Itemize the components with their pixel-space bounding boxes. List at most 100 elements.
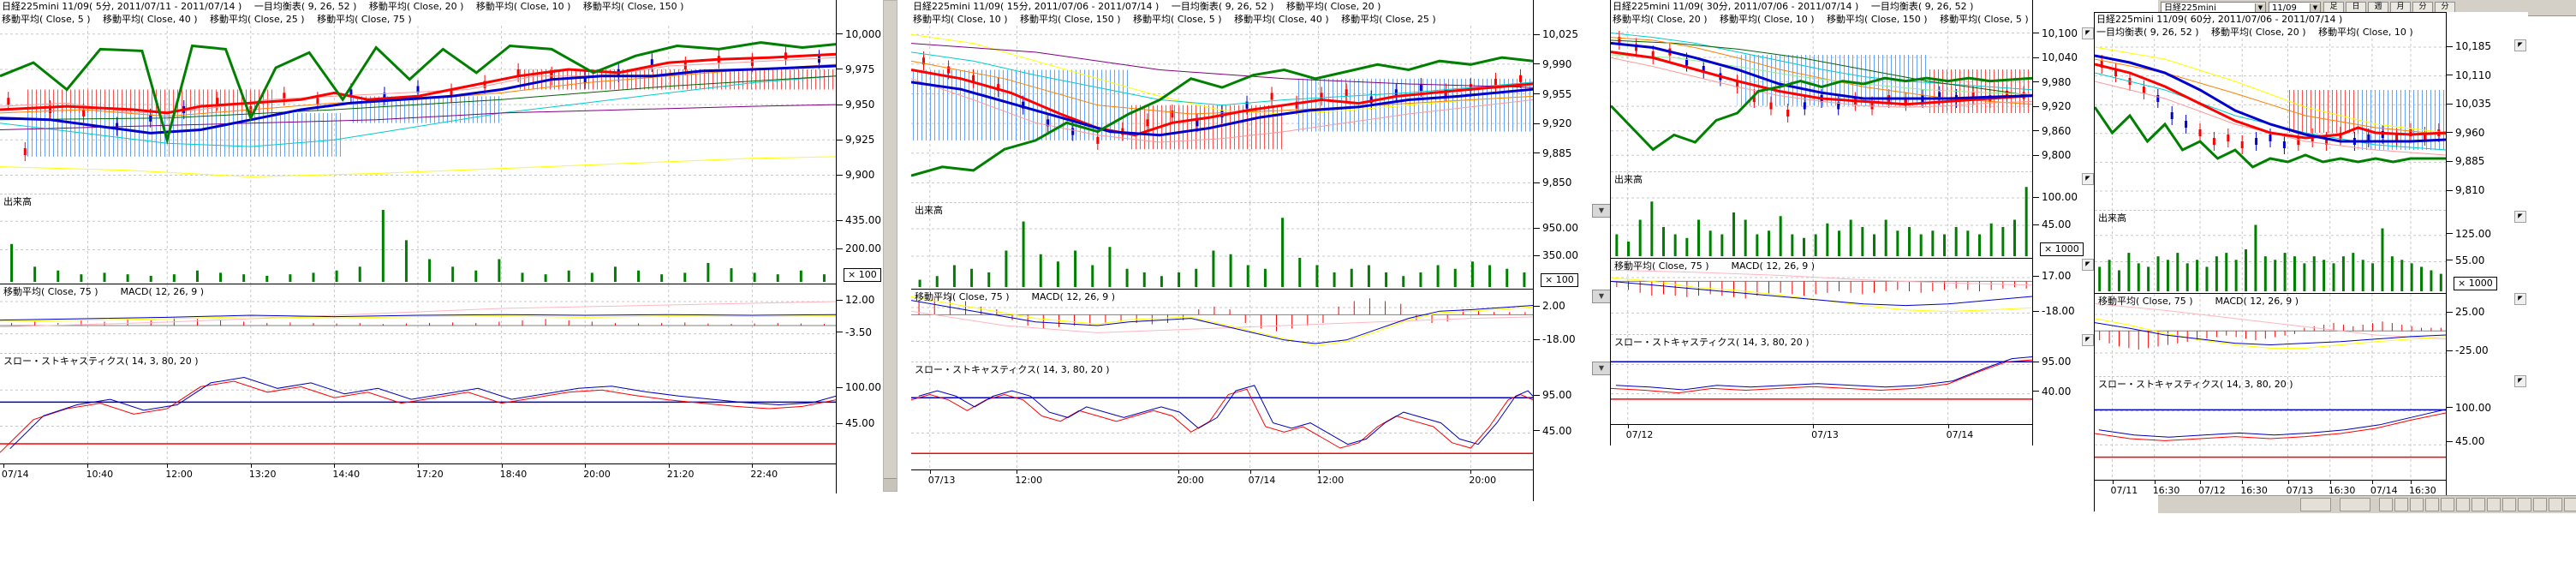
pane-restore-button[interactable]: ◤ [2514, 211, 2526, 223]
pane-restore-button[interactable]: ◤ [2082, 173, 2094, 185]
time-axis-label: 07/14 [1248, 475, 1276, 486]
macd-pane-label: 移動平均( Close, 75 ) MACD( 12, 26, 9 ) [1614, 259, 1815, 272]
macd-chart [0, 284, 836, 353]
taskbar-cell[interactable] [2441, 498, 2454, 511]
axis-value: 10,025 [1542, 28, 1578, 41]
pane-restore-button[interactable]: ◤ [2082, 259, 2094, 271]
scrollbar-down-button[interactable] [884, 478, 897, 491]
stochastics-axis-label: 100.00 [837, 381, 881, 394]
stochastics-pane-label: スロー・ストキャスティクス( 14, 3, 80, 20 ) [2098, 379, 2293, 390]
chart-plot-area[interactable]: 日経225mini 11/09( 15分, 2011/07/06 - 2011/… [911, 0, 1534, 501]
time-axis-tick [929, 470, 931, 474]
chart-title-line1: 日経225mini 11/09( 30分, 2011/07/06 - 2011/… [1613, 1, 1974, 12]
taskbar-cell[interactable] [2379, 498, 2393, 511]
axis-value: -3.50 [845, 326, 873, 338]
volume-scale-badge: × 100 [844, 268, 881, 282]
price-pane[interactable] [0, 26, 836, 194]
stochastics-axis-label: 95.00 [1534, 389, 1571, 401]
taskbar-cell[interactable] [2425, 498, 2439, 511]
taskbar-cell[interactable] [2549, 498, 2562, 511]
axis-value: 2.00 [1542, 300, 1565, 312]
price-chart [911, 26, 1533, 202]
time-axis-label: 07/14 [1946, 429, 1974, 440]
stochastics-pane[interactable]: スロー・ストキャスティクス( 14, 3, 80, 20 ) [2095, 376, 2446, 480]
chevron-down-icon[interactable]: ▼ [2310, 3, 2320, 12]
volume-pane[interactable]: 出来高 [2095, 210, 2446, 293]
pane-restore-button[interactable]: ◤ [2082, 27, 2094, 39]
time-axis-tick [2242, 481, 2244, 484]
taskbar-tab[interactable] [2300, 498, 2331, 511]
price-pane[interactable] [911, 26, 1533, 202]
volume-pane[interactable]: 出来高 [0, 194, 836, 284]
chart-window-1: 日経225mini 11/09( 5分, 2011/07/11 - 2011/0… [0, 0, 898, 493]
pane-menu-button[interactable]: ▼ [1592, 290, 1611, 303]
axis-tick [1534, 227, 1540, 229]
macd-pane-label: 移動平均( Close, 75 ) MACD( 12, 26, 9 ) [2098, 294, 2299, 308]
macd-pane[interactable]: 移動平均( Close, 75 ) MACD( 12, 26, 9 ) [911, 289, 1533, 362]
axis-tick [2033, 154, 2039, 156]
pane-menu-button[interactable]: ▼ [1592, 204, 1611, 218]
axis-value: 9,925 [845, 134, 875, 146]
vertical-scrollbar[interactable] [883, 0, 897, 492]
stochastics-pane[interactable]: スロー・ストキャスティクス( 14, 3, 80, 20 ) [0, 353, 836, 463]
chart-plot-area[interactable]: 日経225mini 11/09( 30分, 2011/07/06 - 2011/… [1610, 0, 2033, 445]
macd-pane[interactable]: 移動平均( Close, 75 ) MACD( 12, 26, 9 ) [1611, 258, 2032, 334]
macd-axis-label: 25.00 [2447, 306, 2484, 318]
chart-plot-area[interactable]: 日経225mini 11/09( 60分, 2011/07/06 - 2011/… [2094, 12, 2447, 511]
pane-restore-button[interactable]: ◤ [2514, 39, 2526, 51]
axis-value: -18.00 [1542, 333, 1576, 346]
axis-value: 100.00 [845, 381, 881, 394]
price-pane[interactable] [2095, 39, 2446, 210]
taskbar-cell[interactable] [2533, 498, 2547, 511]
price-axis-label: 9,885 [2447, 155, 2484, 167]
axis-tick [2447, 440, 2453, 442]
taskbar-cell[interactable] [2410, 498, 2424, 511]
price-axis-label: 9,850 [1534, 176, 1572, 189]
taskbar-tab[interactable] [2340, 498, 2370, 511]
macd-pane-label: 移動平均( Close, 75 ) MACD( 12, 26, 9 ) [915, 290, 1115, 303]
axis-tick [1534, 182, 1540, 183]
time-axis-tick [334, 464, 336, 468]
chart-plot-area[interactable]: 日経225mini 11/09( 5分, 2011/07/11 - 2011/0… [0, 0, 837, 493]
axis-value: 9,980 [2042, 75, 2072, 88]
stochastics-pane[interactable]: スロー・ストキャスティクス( 14, 3, 80, 20 ) [1611, 334, 2032, 424]
taskbar-cell[interactable] [2564, 498, 2576, 511]
price-axis-label: 9,975 [837, 63, 874, 75]
axis-tick [2033, 81, 2039, 83]
axis-value: 45.00 [1542, 424, 1572, 437]
pane-restore-button[interactable]: ◤ [2082, 334, 2094, 346]
taskbar-cell[interactable] [2502, 498, 2516, 511]
taskbar-cell[interactable] [2472, 498, 2485, 511]
volume-pane[interactable]: 出来高 [911, 202, 1533, 289]
taskbar-cell[interactable] [2487, 498, 2501, 511]
chevron-down-icon[interactable]: ▼ [2255, 3, 2265, 12]
axis-value: 9,850 [1542, 176, 1572, 189]
axis-value: 9,950 [845, 99, 875, 111]
pane-restore-button[interactable]: ◤ [2514, 375, 2526, 387]
time-axis-label: 20:00 [1177, 475, 1204, 486]
macd-label: MACD( 12, 26, 9 ) [120, 286, 205, 297]
taskbar-cell[interactable] [2518, 498, 2531, 511]
price-axis-label: 9,860 [2033, 125, 2071, 137]
macd-pane[interactable]: 移動平均( Close, 75 ) MACD( 12, 26, 9 ) [2095, 293, 2446, 376]
macd-label: MACD( 12, 26, 9 ) [1731, 260, 1816, 272]
time-axis: 07/14 10:40 12:00 13:20 14:40 17:20 18:40 20:00… [0, 463, 836, 493]
taskbar-cell[interactable] [2456, 498, 2470, 511]
taskbar-cell[interactable] [2394, 498, 2408, 511]
macd-axis-label: -3.50 [837, 326, 873, 338]
volume-pane[interactable]: 出来高 [1611, 171, 2032, 258]
time-axis: 07/13 12:00 20:00 07/14 12:00 20:00 [911, 469, 1533, 501]
time-axis: 07/11 16:30 07/12 16:30 07/13 16:30 07/14 16:30 [2095, 480, 2446, 511]
stochastics-pane[interactable]: スロー・ストキャスティクス( 14, 3, 80, 20 ) [911, 362, 1533, 469]
macd-pane[interactable]: 移動平均( Close, 75 ) MACD( 12, 26, 9 ) [0, 284, 836, 353]
volume-pane-label: 出来高 [3, 196, 32, 207]
value-axis-column: 10,025 9,990 9,955 9,920 9,885 9,850 950.00 350… [1534, 0, 1613, 498]
pane-menu-button[interactable]: ▼ [1592, 362, 1611, 375]
pane-restore-button[interactable]: ◤ [2514, 293, 2526, 305]
price-axis-label: 10,035 [2447, 98, 2491, 110]
timeframe-button-分[interactable]: 分 [2435, 2, 2455, 14]
price-pane[interactable] [1611, 26, 2032, 171]
time-axis-label: 07/11 [2110, 485, 2138, 496]
axis-tick [2447, 233, 2453, 235]
axis-tick [2447, 407, 2453, 409]
